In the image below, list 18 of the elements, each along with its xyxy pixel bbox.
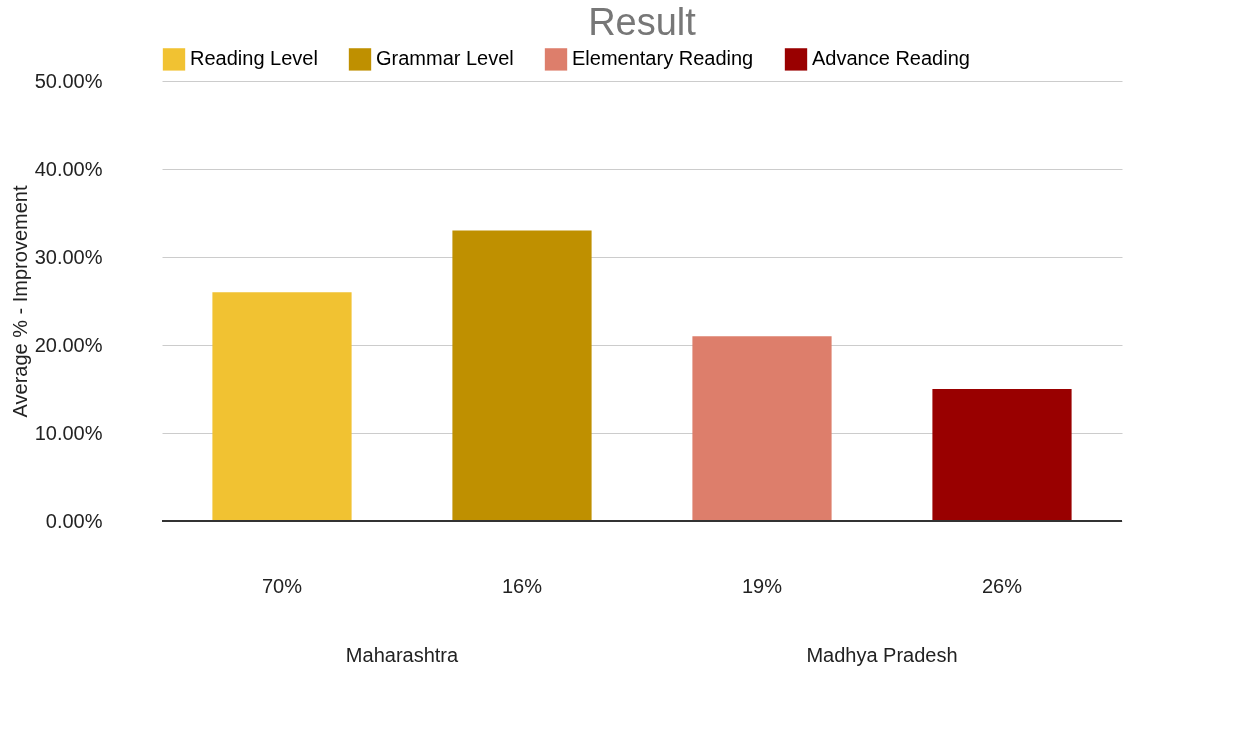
text: Madhya Pradesh: [806, 644, 958, 666]
y-tick-label: 50.00%: [34, 69, 103, 92]
x-tick-label: 19%: [741, 574, 783, 597]
text: Maharashtra: [345, 644, 460, 666]
y-axis-title: Average % - Improvement: [8, 185, 31, 418]
y-tick-label: 20.00%: [34, 333, 103, 356]
y-tick-label: 0.00%: [45, 509, 103, 532]
legend-label: Advance Reading: [812, 47, 970, 70]
y-tick-label: 10.00%: [34, 421, 103, 444]
x-tick-label: 70%: [261, 574, 303, 597]
x-tick-label: 16%: [501, 574, 543, 597]
legend-label: Grammar Level: [376, 47, 514, 70]
legend-label: Reading Level: [190, 47, 318, 70]
legend-label: Elementary Reading: [572, 47, 754, 70]
y-tick-label: 40.00%: [34, 157, 103, 180]
chart-title: Result: [588, 1, 697, 43]
y-tick-label: 30.00%: [34, 245, 103, 268]
x-tick-label: 26%: [981, 574, 1023, 597]
